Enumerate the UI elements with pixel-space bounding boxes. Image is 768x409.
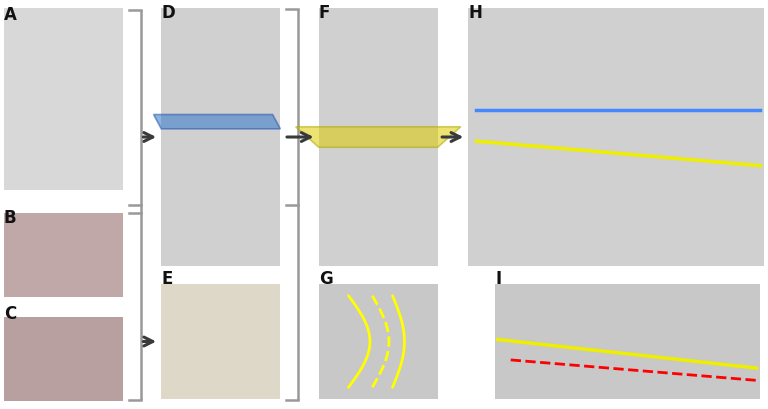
Text: G: G	[319, 270, 333, 288]
Bar	[4, 213, 123, 297]
Text: F: F	[319, 4, 330, 22]
Text: E: E	[161, 270, 173, 288]
Bar	[4, 8, 123, 190]
Bar	[495, 284, 760, 399]
Bar	[319, 8, 438, 266]
Text: H: H	[468, 4, 482, 22]
Bar	[4, 317, 123, 401]
Bar	[468, 8, 764, 266]
Text: I: I	[495, 270, 502, 288]
Text: C: C	[4, 305, 16, 323]
Bar	[319, 284, 438, 399]
Bar	[161, 284, 280, 399]
Polygon shape	[296, 127, 461, 147]
Text: A: A	[4, 6, 17, 24]
Text: D: D	[161, 4, 175, 22]
Polygon shape	[154, 115, 280, 129]
Text: B: B	[4, 209, 16, 227]
Bar	[161, 8, 280, 266]
